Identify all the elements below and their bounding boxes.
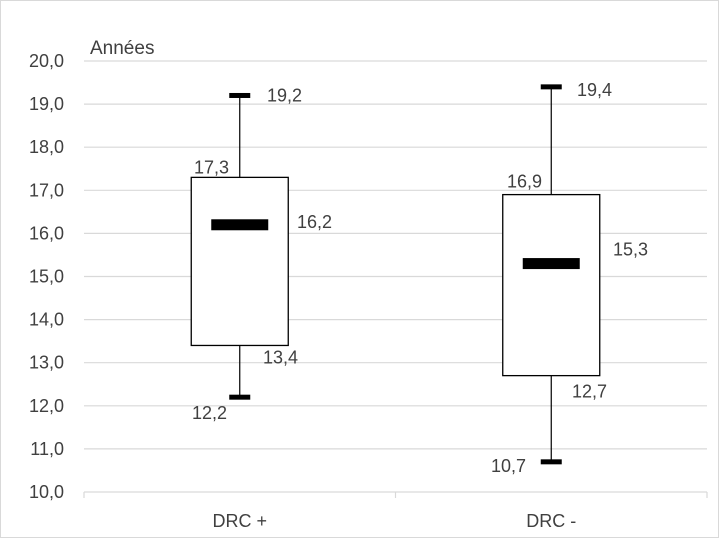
q1-value-label: 13,4 — [263, 347, 298, 367]
min-cap — [540, 459, 562, 465]
iqr-box — [502, 193, 601, 377]
x-category-label: DRC + — [212, 511, 267, 531]
label-layer: 19,2 17,3 16,2 13,4 12,2 19,4 16,9 15,3 12,7 10,7 — [192, 80, 648, 476]
y-tick-label: 19,0 — [29, 94, 64, 114]
box-drc-minus — [502, 84, 601, 465]
max-cap — [229, 92, 251, 98]
q3-value-label: 16,9 — [507, 172, 542, 192]
y-tick-label: 15,0 — [29, 267, 64, 287]
box-layer — [190, 84, 601, 465]
q1-value-label: 12,7 — [572, 382, 607, 402]
y-tick-label: 14,0 — [29, 310, 64, 330]
y-tick-label: 16,0 — [29, 223, 64, 243]
grid-layer — [84, 60, 707, 450]
y-tick-label: 12,0 — [29, 396, 64, 416]
y-tick-label: 20,0 — [29, 51, 64, 71]
y-unit-label: Années — [90, 38, 154, 59]
x-category-label: DRC - — [526, 511, 576, 531]
median-bar — [211, 219, 269, 231]
median-value-label: 15,3 — [613, 240, 648, 260]
min-value-label: 12,2 — [192, 403, 227, 423]
max-value-label: 19,4 — [577, 80, 612, 100]
axis-layer: 10,0 11,0 12,0 13,0 14,0 15,0 16,0 17,0 18,0 19,0… — [29, 51, 708, 531]
min-cap — [229, 394, 251, 400]
median-bar — [522, 258, 580, 270]
median-value-label: 16,2 — [297, 212, 332, 232]
max-value-label: 19,2 — [267, 85, 302, 105]
y-tick-label: 18,0 — [29, 137, 64, 157]
q3-value-label: 17,3 — [194, 157, 229, 177]
y-tick-label: 11,0 — [30, 439, 64, 459]
max-cap — [540, 84, 562, 90]
box-drc-plus — [190, 92, 289, 400]
min-value-label: 10,7 — [491, 456, 526, 476]
y-tick-label: 17,0 — [29, 180, 64, 200]
iqr-box — [190, 176, 289, 347]
y-tick-label: 10,0 — [29, 482, 64, 502]
y-tick-label: 13,0 — [29, 353, 64, 373]
